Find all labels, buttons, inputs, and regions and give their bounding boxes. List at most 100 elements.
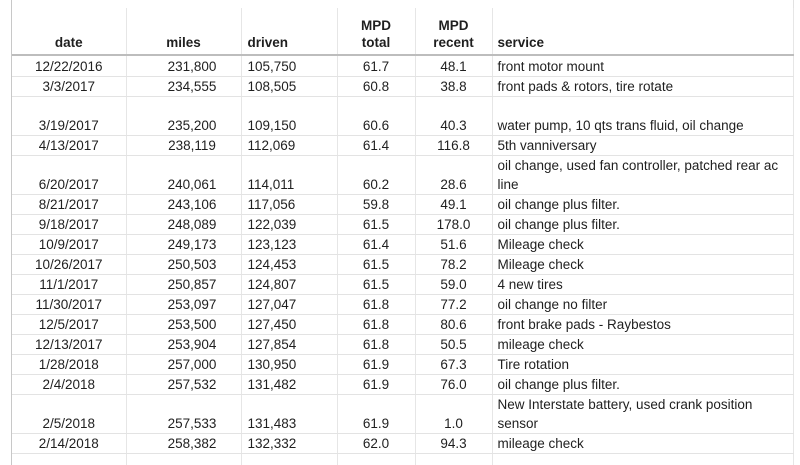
cell-driven[interactable]: 127,854 — [241, 334, 338, 355]
cell-driven[interactable]: 124,453 — [241, 254, 338, 275]
cell-mpd-recent[interactable]: 50.5 — [415, 334, 493, 355]
cell-mpd-recent[interactable]: 94.3 — [415, 433, 493, 454]
cell-mpd-recent[interactable]: 48.1 — [415, 55, 493, 77]
cell-mpd-total[interactable]: 61.5 — [337, 254, 416, 275]
cell-mpd-recent[interactable]: 67.3 — [415, 354, 493, 375]
cell-driven[interactable]: 122,039 — [241, 214, 338, 235]
cell-miles[interactable]: 249,173 — [126, 234, 242, 255]
cell-service[interactable]: oil change plus filter. — [492, 214, 794, 235]
cell-mpd-recent[interactable]: 38.8 — [415, 76, 493, 97]
cell-driven[interactable]: 127,047 — [241, 294, 338, 315]
cell-date[interactable]: 8/21/2017 — [12, 194, 127, 215]
cell-miles[interactable]: 253,097 — [126, 294, 242, 315]
cell-mpd-recent[interactable]: 76.0 — [415, 374, 493, 395]
cell-miles[interactable]: 258,382 — [126, 433, 242, 454]
cell-service[interactable]: oil change, used fan controller, patched… — [492, 155, 794, 195]
column-header-service[interactable]: service — [492, 8, 794, 56]
cell-date[interactable]: 2/14/2018 — [12, 433, 127, 454]
cell-service[interactable]: 5th vanniversary — [492, 135, 794, 156]
cell-mpd-total[interactable]: 61.4 — [337, 135, 416, 156]
cell-mpd-total[interactable]: 61.9 — [337, 374, 416, 395]
cell-mpd-total[interactable]: 61.7 — [337, 55, 416, 77]
cell-driven[interactable]: 131,482 — [241, 374, 338, 395]
cell-date[interactable]: 3/3/2017 — [12, 76, 127, 97]
cell-service[interactable]: mileage check — [492, 334, 794, 355]
cell-driven[interactable]: 105,750 — [241, 55, 338, 77]
cell-miles[interactable]: 257,532 — [126, 374, 242, 395]
cell-driven[interactable]: 130,950 — [241, 354, 338, 375]
cell-date[interactable]: 2/4/2018 — [12, 374, 127, 395]
cell-driven[interactable]: 132,332 — [241, 433, 338, 454]
cell-date[interactable]: 12/5/2017 — [12, 314, 127, 335]
cell-service[interactable]: Mileage check — [492, 254, 794, 275]
cell-date[interactable]: 4/13/2017 — [12, 135, 127, 156]
cell-mpd-total[interactable]: 61.8 — [337, 334, 416, 355]
cell-driven[interactable]: 117,056 — [241, 194, 338, 215]
cell-mpd-total[interactable]: 61.9 — [337, 354, 416, 375]
cell-driven[interactable]: 131,483 — [241, 394, 338, 434]
cell-date[interactable]: 3/19/2017 — [12, 96, 127, 136]
cell-driven[interactable]: 109,150 — [241, 96, 338, 136]
cell-date[interactable]: 12/13/2017 — [12, 334, 127, 355]
cell-driven[interactable]: 112,069 — [241, 135, 338, 156]
cell-mpd-total[interactable]: 60.8 — [337, 76, 416, 97]
cell-miles[interactable] — [126, 453, 242, 465]
cell-mpd-total[interactable]: 60.6 — [337, 96, 416, 136]
cell-date[interactable] — [12, 453, 127, 465]
cell-driven[interactable] — [241, 453, 338, 465]
cell-miles[interactable]: 257,000 — [126, 354, 242, 375]
cell-date[interactable]: 12/22/2016 — [12, 55, 127, 77]
cell-mpd-total[interactable]: 62.0 — [337, 433, 416, 454]
cell-mpd-total[interactable]: 61.5 — [337, 214, 416, 235]
cell-mpd-total[interactable]: 61.8 — [337, 294, 416, 315]
cell-miles[interactable]: 234,555 — [126, 76, 242, 97]
cell-driven[interactable]: 124,807 — [241, 274, 338, 295]
cell-service[interactable]: mileage check — [492, 433, 794, 454]
cell-miles[interactable]: 243,106 — [126, 194, 242, 215]
column-header-mpd-total[interactable]: MPD total — [337, 8, 416, 56]
cell-miles[interactable]: 253,500 — [126, 314, 242, 335]
cell-mpd-total[interactable]: 59.8 — [337, 194, 416, 215]
cell-mpd-recent[interactable]: 116.8 — [415, 135, 493, 156]
cell-mpd-recent[interactable] — [415, 453, 493, 465]
cell-service[interactable]: water pump, 10 qts trans fluid, oil chan… — [492, 96, 794, 136]
cell-mpd-recent[interactable]: 178.0 — [415, 214, 493, 235]
cell-mpd-total[interactable]: 61.9 — [337, 394, 416, 434]
cell-date[interactable]: 11/30/2017 — [12, 294, 127, 315]
cell-date[interactable]: 10/26/2017 — [12, 254, 127, 275]
cell-mpd-recent[interactable]: 80.6 — [415, 314, 493, 335]
cell-miles[interactable]: 240,061 — [126, 155, 242, 195]
cell-mpd-recent[interactable]: 28.6 — [415, 155, 493, 195]
cell-mpd-recent[interactable]: 51.6 — [415, 234, 493, 255]
cell-mpd-total[interactable]: 60.2 — [337, 155, 416, 195]
cell-mpd-recent[interactable]: 1.0 — [415, 394, 493, 434]
cell-service[interactable]: Mileage check — [492, 234, 794, 255]
cell-miles[interactable]: 250,857 — [126, 274, 242, 295]
cell-mpd-recent[interactable]: 59.0 — [415, 274, 493, 295]
cell-driven[interactable]: 114,011 — [241, 155, 338, 195]
cell-mpd-recent[interactable]: 40.3 — [415, 96, 493, 136]
cell-service[interactable] — [492, 453, 794, 465]
cell-service[interactable]: 4 new tires — [492, 274, 794, 295]
cell-date[interactable]: 1/28/2018 — [12, 354, 127, 375]
cell-miles[interactable]: 231,800 — [126, 55, 242, 77]
cell-driven[interactable]: 108,505 — [241, 76, 338, 97]
column-header-mpd-recent[interactable]: MPD recent — [415, 8, 493, 56]
cell-mpd-total[interactable]: 61.4 — [337, 234, 416, 255]
cell-mpd-recent[interactable]: 77.2 — [415, 294, 493, 315]
column-header-driven[interactable]: driven — [241, 8, 338, 56]
cell-miles[interactable]: 248,089 — [126, 214, 242, 235]
cell-date[interactable]: 6/20/2017 — [12, 155, 127, 195]
cell-mpd-recent[interactable]: 49.1 — [415, 194, 493, 215]
cell-date[interactable]: 11/1/2017 — [12, 274, 127, 295]
cell-service[interactable]: front motor mount — [492, 55, 794, 77]
cell-service[interactable]: oil change plus filter. — [492, 374, 794, 395]
cell-miles[interactable]: 235,200 — [126, 96, 242, 136]
cell-mpd-recent[interactable]: 78.2 — [415, 254, 493, 275]
cell-mpd-total[interactable]: 61.8 — [337, 314, 416, 335]
cell-mpd-total[interactable] — [337, 453, 416, 465]
column-header-date[interactable]: date — [12, 8, 127, 56]
cell-service[interactable]: front pads & rotors, tire rotate — [492, 76, 794, 97]
cell-service[interactable]: oil change plus filter. — [492, 194, 794, 215]
cell-driven[interactable]: 123,123 — [241, 234, 338, 255]
